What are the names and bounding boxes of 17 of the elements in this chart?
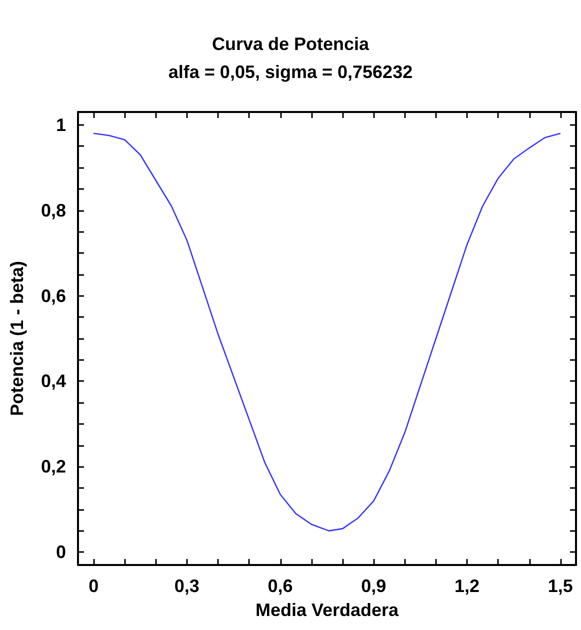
y-tick-label: 0,8: [40, 200, 66, 220]
x-tick-label: 0,3: [174, 576, 200, 596]
x-tick-label: 1,5: [548, 576, 573, 596]
x-axis-title: Media Verdadera: [255, 600, 400, 620]
chart-title: Curva de Potencia: [212, 34, 370, 54]
line-series: [92, 132, 562, 532]
y-tick-label: 0,6: [40, 286, 66, 306]
y-tick-label: 0: [56, 542, 66, 562]
x-tick-label: 0: [88, 576, 99, 596]
chart-subtitle: alfa = 0,05, sigma = 0,756232: [168, 62, 413, 82]
x-tick-label: 0,9: [361, 576, 386, 596]
y-tick-label: 1: [56, 114, 66, 135]
y-tick-label: 0,2: [40, 456, 66, 477]
x-tick-label: 0,6: [268, 576, 293, 596]
x-tick-label: 1,2: [454, 576, 480, 596]
y-tick-label: 0,4: [40, 371, 66, 392]
y-axis-title: Potencia (1 - beta): [7, 260, 27, 416]
